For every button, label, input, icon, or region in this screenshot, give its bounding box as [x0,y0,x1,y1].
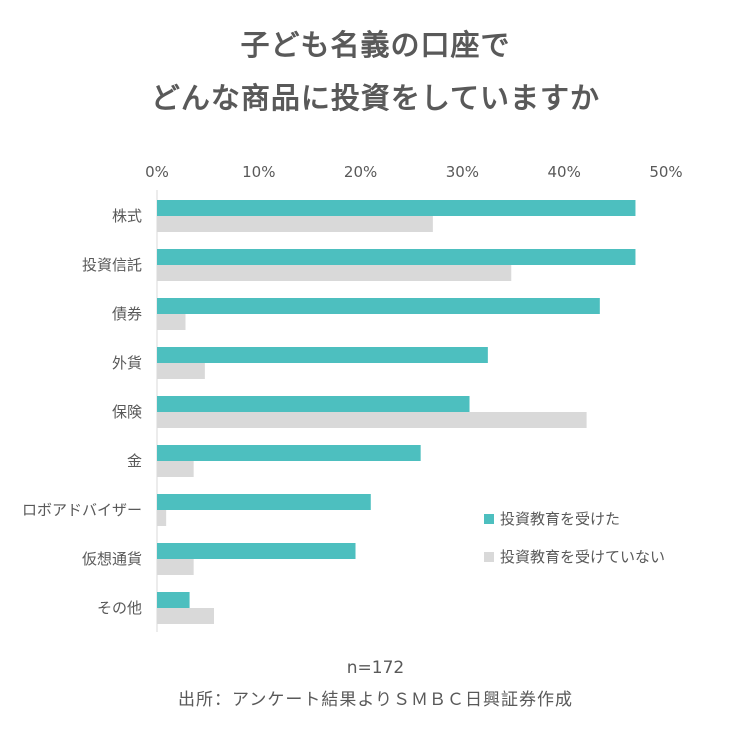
bar-not-educated-6 [157,510,167,526]
legend-swatch [484,552,494,562]
x-tick-label: 30% [446,163,479,181]
bar-not-educated-1 [157,265,512,281]
x-axis-ticks: 0% 10% 20% 30% 40% 50% [145,163,683,181]
bar-not-educated-0 [157,216,433,232]
bars [157,200,636,624]
bar-educated-2 [157,298,600,314]
source-note: 出所：アンケート結果よりＳＭＢＣ日興証券作成 [178,690,573,710]
x-tick-label: 0% [145,163,169,181]
bar-not-educated-4 [157,412,587,428]
category-label: 仮想通貨 [82,550,142,568]
x-tick-label: 10% [242,163,275,181]
category-label: 債券 [112,305,142,323]
x-tick-label: 20% [344,163,377,181]
sample-size-label: n=172 [346,658,405,678]
category-label: 投資信託 [82,256,142,274]
bar-educated-8 [157,592,190,608]
legend-label: 投資教育を受けていない [500,548,665,566]
bar-educated-6 [157,494,371,510]
bar-educated-7 [157,543,356,559]
category-label: その他 [97,599,142,617]
bar-educated-3 [157,347,488,363]
x-tick-label: 40% [548,163,581,181]
bar-educated-5 [157,445,421,461]
bar-educated-4 [157,396,470,412]
category-label: 外貨 [112,354,142,372]
category-label: ロボアドバイザー [22,501,142,519]
bar-educated-0 [157,200,636,216]
x-tick-label: 50% [649,163,682,181]
category-label: 金 [127,452,142,470]
bar-not-educated-3 [157,363,205,379]
legend-swatch [484,514,494,524]
category-label: 株式 [112,207,142,225]
bar-educated-1 [157,249,636,265]
legend-label: 投資教育を受けた [500,510,620,528]
bar-not-educated-7 [157,559,194,575]
bar-not-educated-8 [157,608,215,624]
category-label: 保険 [112,403,142,421]
bar-not-educated-5 [157,461,194,477]
bar-not-educated-2 [157,314,186,330]
chart-title-line-1: 子ども名義の口座で [240,28,511,62]
chart-title-line-2: どんな商品に投資をしていますか [150,81,601,115]
